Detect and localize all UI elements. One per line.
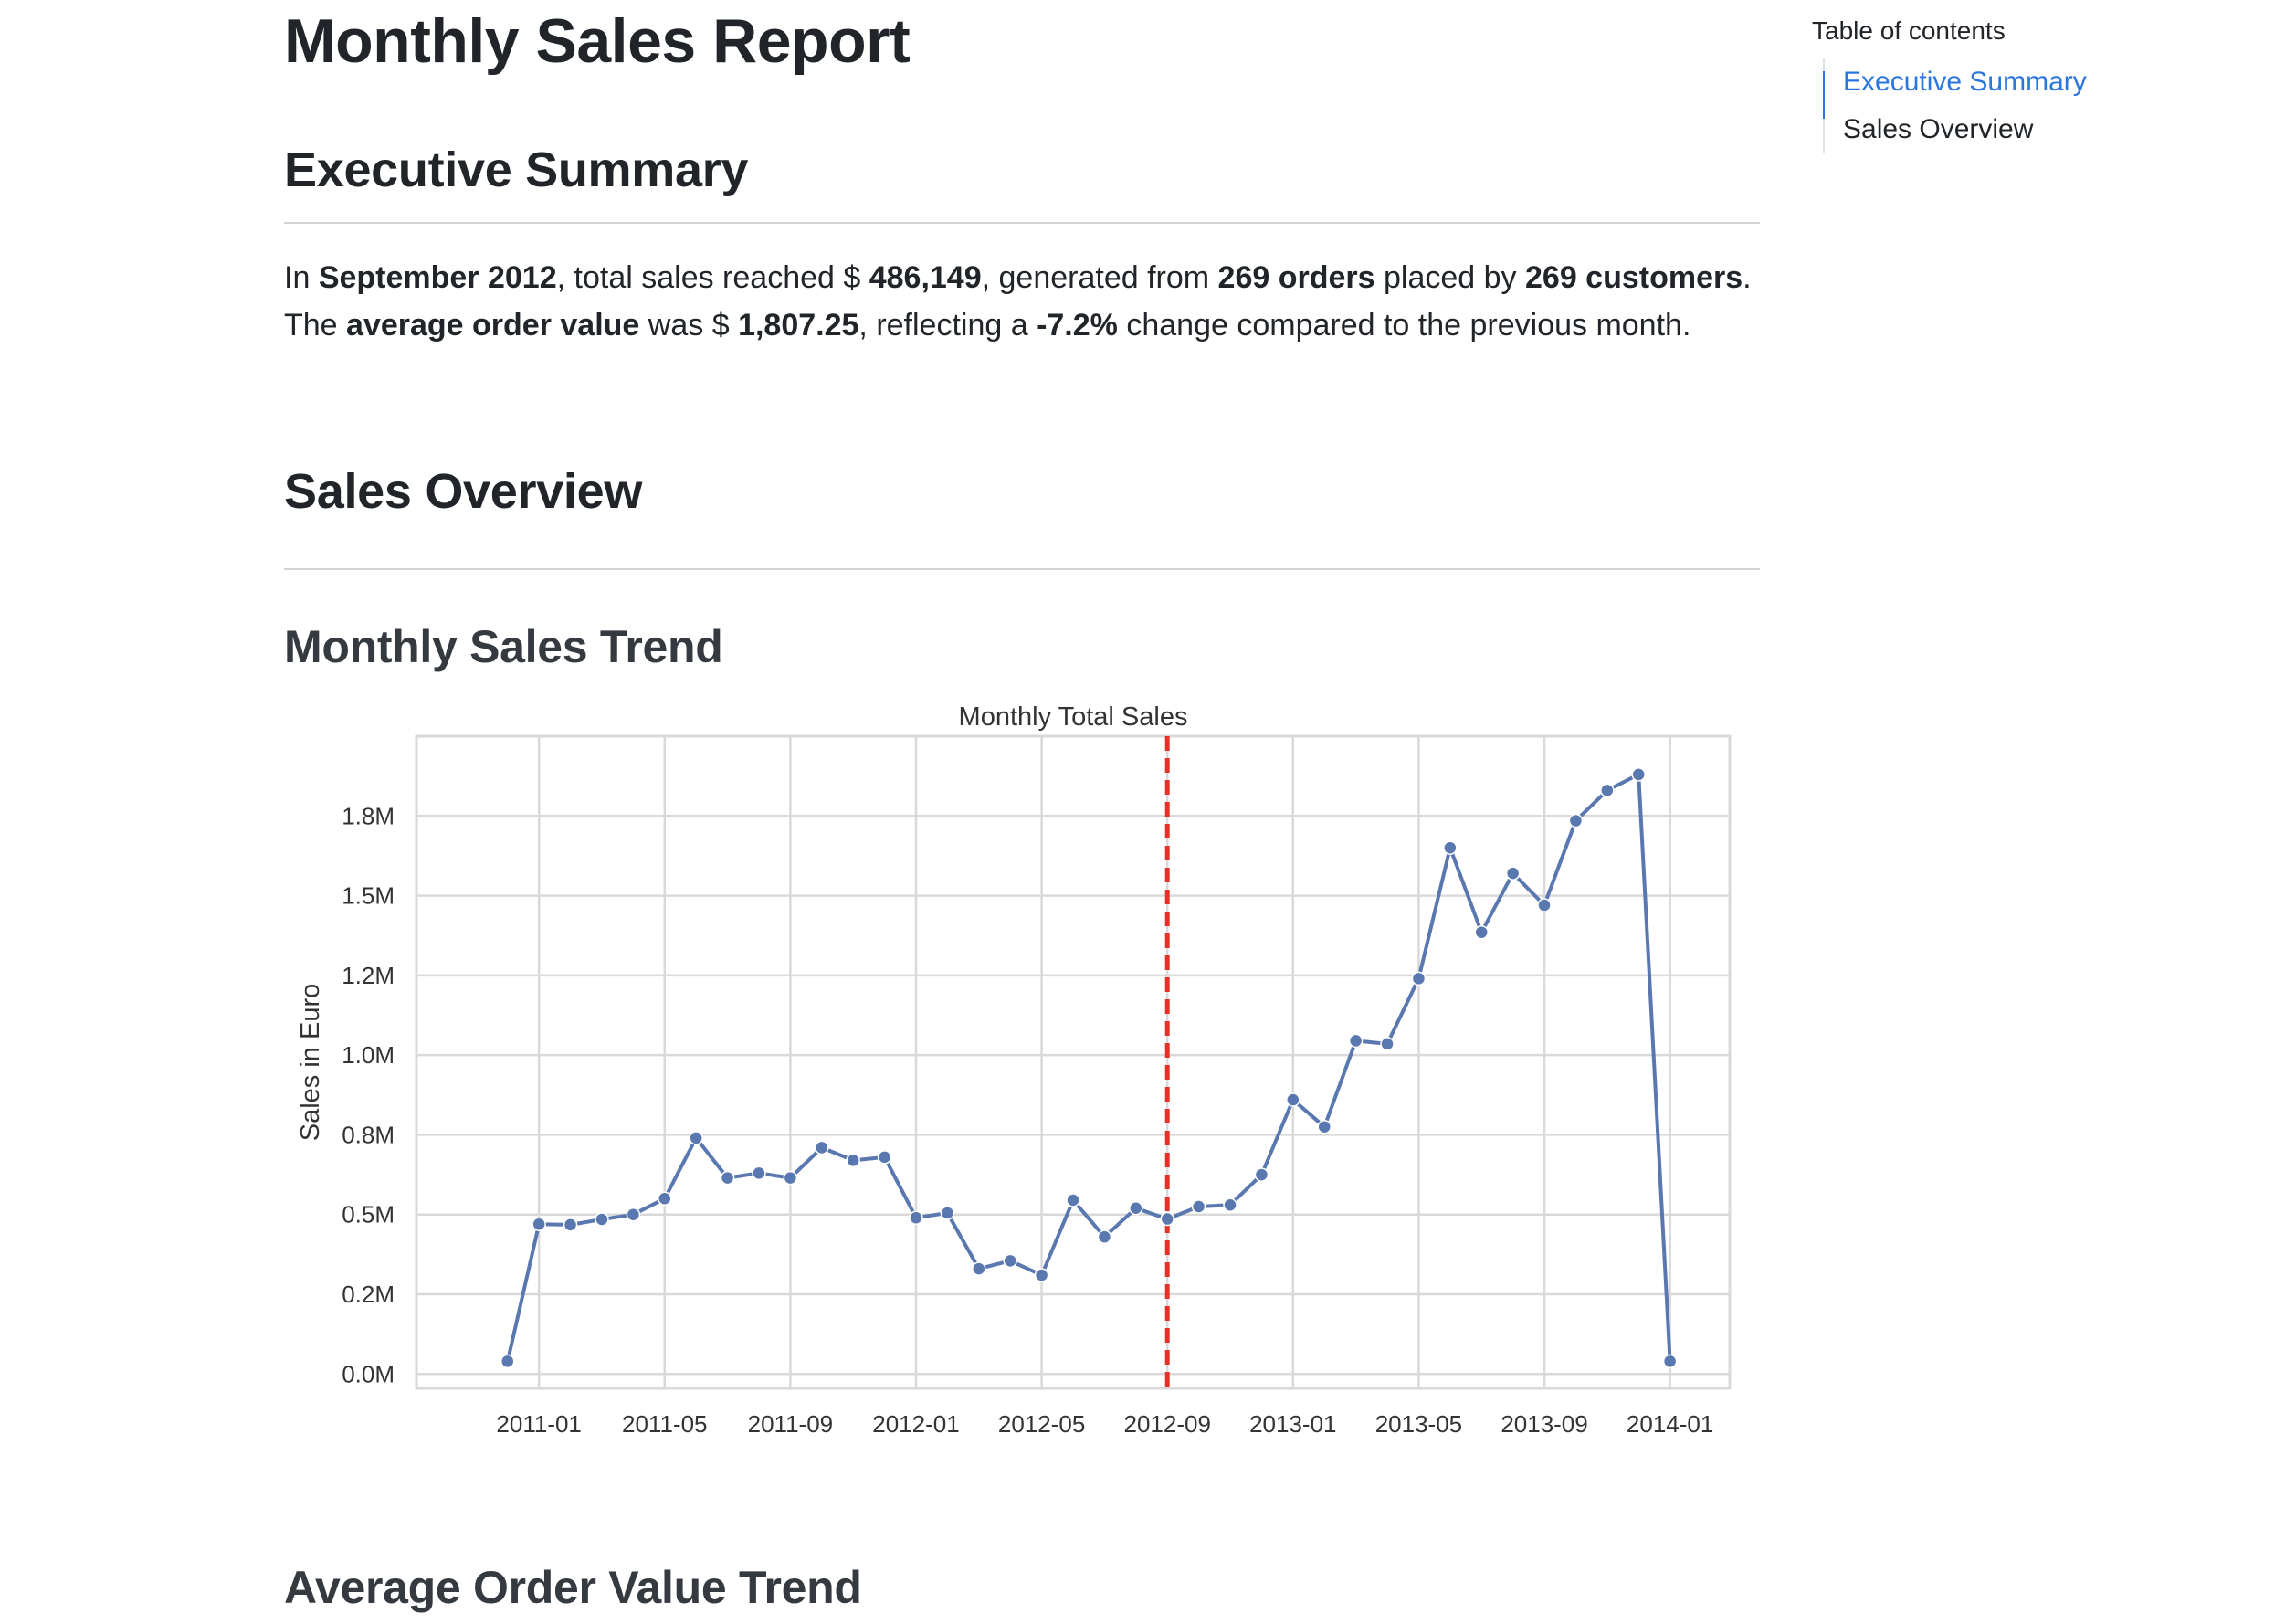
x-tick-label: 2012-09	[1123, 1410, 1210, 1438]
x-tick-label: 2012-01	[872, 1410, 959, 1438]
data-point	[1129, 1200, 1143, 1216]
data-point	[1034, 1268, 1049, 1282]
summary-aov-label: average order value	[346, 308, 640, 343]
data-point	[1505, 866, 1521, 881]
data-point	[658, 1191, 672, 1207]
x-tick-label: 2014-01	[1627, 1410, 1713, 1438]
section-heading-executive-summary: Executive Summary	[284, 142, 749, 197]
summary-month: September 2012	[318, 260, 557, 295]
data-point	[1286, 1092, 1300, 1107]
data-point	[1254, 1167, 1269, 1182]
summary-text: The	[284, 308, 347, 343]
data-point	[815, 1140, 829, 1155]
data-point	[689, 1131, 703, 1145]
data-point	[532, 1217, 546, 1231]
data-point	[846, 1153, 860, 1168]
data-point	[1631, 767, 1646, 782]
data-point	[1348, 1033, 1364, 1049]
data-point	[1223, 1197, 1237, 1212]
data-point	[1474, 924, 1489, 940]
data-point	[1380, 1037, 1395, 1051]
data-point	[1568, 813, 1584, 828]
toc-item-sales-overview[interactable]: Sales Overview	[1843, 114, 2034, 144]
data-point	[1443, 840, 1458, 855]
x-tick-label: 2013-05	[1375, 1410, 1462, 1438]
toc-item-executive-summary[interactable]: Executive Summary	[1843, 67, 2087, 97]
summary-text: .	[1743, 260, 1752, 295]
subsection-heading-average-order-value-trend: Average Order Value Trend	[284, 1562, 862, 1613]
toc-active-indicator	[1823, 71, 1825, 119]
chart-title: Monthly Total Sales	[959, 702, 1188, 732]
y-axis-label: Sales in Euro	[296, 984, 325, 1142]
data-point	[1160, 1211, 1174, 1227]
y-tick-label: 0.2M	[342, 1281, 395, 1308]
data-point	[909, 1210, 923, 1225]
data-point	[783, 1170, 798, 1186]
summary-text: In	[284, 260, 319, 295]
summary-total-sales: 486,149	[869, 260, 982, 295]
x-tick-label: 2011-01	[496, 1410, 582, 1438]
data-point	[1662, 1354, 1678, 1369]
x-tick-label: 2011-09	[748, 1410, 834, 1438]
summary-change: -7.2%	[1037, 308, 1118, 343]
executive-summary-text: In September 2012, total sales reached $…	[284, 254, 1760, 349]
data-point	[752, 1165, 766, 1181]
y-tick-label: 1.2M	[342, 962, 395, 989]
data-point	[1537, 898, 1552, 912]
data-point	[1066, 1193, 1080, 1207]
data-point	[940, 1206, 955, 1220]
data-point	[1411, 971, 1427, 986]
y-tick-label: 1.5M	[342, 882, 395, 910]
sales-series-line	[505, 772, 1672, 1362]
y-tick-label: 1.8M	[342, 802, 395, 829]
x-tick-label: 2011-05	[622, 1410, 708, 1438]
section-heading-sales-overview: Sales Overview	[284, 464, 643, 519]
summary-text: placed by	[1374, 260, 1525, 295]
summary-text: , total sales reached $	[556, 260, 869, 295]
summary-text: , generated from	[981, 260, 1218, 295]
data-point	[563, 1218, 578, 1232]
monthly-sales-chart: 2011-01 2011-05 2011-09 2012-01 2012-05 2012-…	[284, 694, 1782, 1484]
data-point	[1317, 1119, 1332, 1134]
summary-text: , reflecting a	[858, 308, 1037, 343]
table-of-contents: Table of contents Executive Summary Sale…	[1812, 16, 2087, 153]
data-point	[1191, 1199, 1206, 1214]
data-point	[720, 1170, 735, 1186]
x-tick-label: 2013-01	[1249, 1410, 1336, 1438]
monthly-sales-chart-svg: 2011-01 2011-05 2011-09 2012-01 2012-05 2012-…	[296, 702, 1732, 1438]
toc-title: Table of contents	[1812, 16, 2006, 45]
data-point	[626, 1207, 641, 1222]
section-divider	[284, 222, 1760, 224]
y-tick-label: 1.0M	[342, 1041, 395, 1069]
summary-orders: 269 orders	[1217, 260, 1375, 295]
y-tick-label: 0.0M	[342, 1360, 395, 1387]
y-tick-label: 0.5M	[342, 1201, 395, 1229]
toc-list: Executive Summary Sales Overview	[1823, 58, 2087, 153]
x-tick-label: 2012-05	[998, 1410, 1085, 1438]
data-point	[972, 1261, 986, 1276]
section-divider	[284, 568, 1760, 570]
summary-text: was $	[639, 308, 739, 343]
summary-text: change compared to the previous month.	[1117, 308, 1691, 343]
page-title: Monthly Sales Report	[284, 6, 911, 76]
x-tick-label: 2013-09	[1501, 1410, 1587, 1438]
subsection-heading-monthly-sales-trend: Monthly Sales Trend	[284, 621, 723, 672]
summary-aov-value: 1,807.25	[738, 308, 859, 343]
data-point	[877, 1150, 892, 1165]
plot-frame	[415, 734, 1732, 1390]
data-point	[1600, 783, 1615, 798]
data-point	[1003, 1253, 1017, 1269]
summary-customers: 269 customers	[1525, 260, 1743, 295]
data-point	[595, 1212, 609, 1227]
data-point	[1097, 1229, 1112, 1244]
data-point	[500, 1354, 515, 1369]
y-tick-label: 0.8M	[342, 1121, 395, 1148]
